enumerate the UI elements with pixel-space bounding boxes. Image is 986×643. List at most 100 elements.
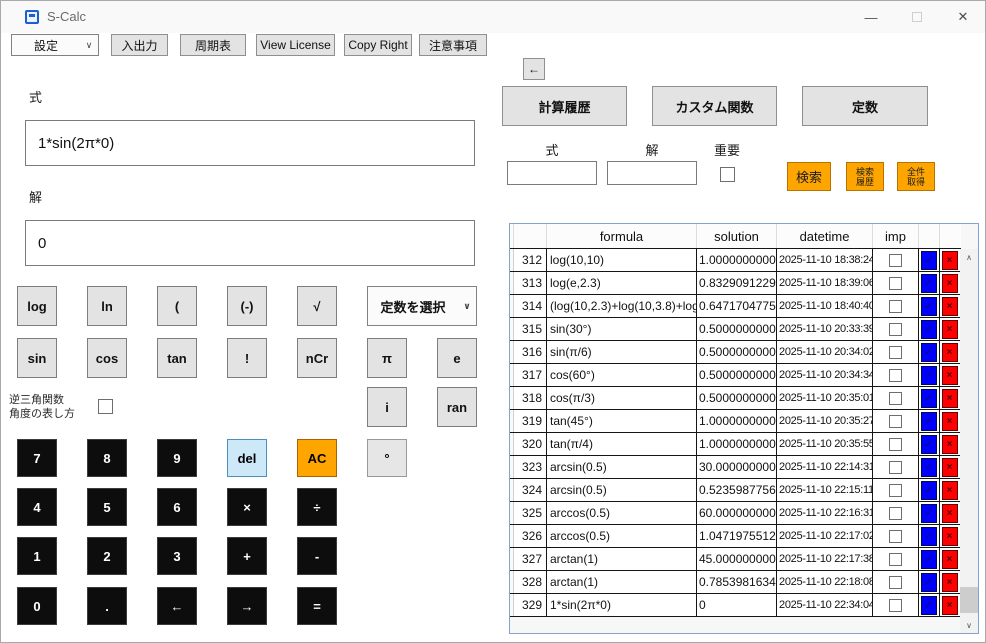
check-button[interactable]: ✓ (921, 250, 937, 270)
table-row[interactable]: 323 arcsin(0.5) 30.0000000000 2025-11-10 22… (510, 456, 961, 479)
table-row[interactable]: 319 tan(45°) 1.0000000000 2025-11-10 20:35:… (510, 410, 961, 433)
key-9[interactable]: 9 (157, 439, 197, 477)
check-button[interactable]: ✓ (921, 273, 937, 293)
ln-button[interactable]: ln (87, 286, 127, 326)
periodic-table-button[interactable]: 周期表 (180, 34, 246, 56)
scroll-down-icon[interactable]: ∨ (966, 620, 972, 630)
delete-button[interactable]: × (941, 319, 958, 339)
sqrt-button[interactable]: √ (297, 286, 337, 326)
io-button[interactable]: 入出力 (111, 34, 168, 56)
key-7[interactable]: 7 (17, 439, 57, 477)
imp-checkbox[interactable] (889, 575, 902, 589)
decimal-key[interactable]: . (87, 587, 127, 625)
minus-key[interactable]: - (297, 537, 337, 575)
key-5[interactable]: 5 (87, 488, 127, 526)
inverse-trig-checkbox[interactable] (98, 399, 113, 414)
imp-checkbox[interactable] (889, 368, 902, 382)
check-button[interactable]: ✓ (921, 365, 937, 385)
imp-checkbox[interactable] (889, 345, 902, 359)
key-3[interactable]: 3 (157, 537, 197, 575)
collapse-button[interactable]: ← (523, 58, 545, 80)
key-1[interactable]: 1 (17, 537, 57, 575)
check-button[interactable]: ✓ (921, 388, 937, 408)
delete-button[interactable]: × (941, 503, 958, 523)
search-history-button[interactable]: 検索 履歴 (846, 162, 884, 191)
check-button[interactable]: ✓ (921, 526, 937, 546)
check-button[interactable]: ✓ (921, 296, 937, 316)
imaginary-button[interactable]: i (367, 387, 407, 427)
important-checkbox[interactable] (720, 167, 735, 182)
delete-button[interactable]: × (941, 296, 958, 316)
check-button[interactable]: ✓ (921, 342, 937, 362)
custom-function-button[interactable]: カスタム関数 (652, 86, 777, 126)
check-button[interactable]: ✓ (921, 480, 937, 500)
table-row[interactable]: 320 tan(π/4) 1.0000000000 2025-11-10 20:35:… (510, 433, 961, 456)
view-license-button[interactable]: View License (256, 34, 335, 56)
table-row[interactable]: 313 log(e,2.3) 0.8329091229 2025-11-10 18:3… (510, 272, 961, 295)
table-row[interactable]: 328 arctan(1) 0.7853981634 2025-11-10 22:18… (510, 571, 961, 594)
maximize-button[interactable] (894, 1, 940, 33)
all-clear-key[interactable]: AC (297, 439, 337, 477)
calc-history-button[interactable]: 計算履歴 (502, 86, 627, 126)
imp-checkbox[interactable] (889, 598, 902, 612)
imp-checkbox[interactable] (889, 437, 902, 451)
cursor-left-key[interactable]: ← (157, 587, 197, 625)
imp-checkbox[interactable] (889, 483, 902, 497)
table-row[interactable]: 325 arccos(0.5) 60.0000000000 2025-11-10 22… (510, 502, 961, 525)
table-row[interactable]: 327 arctan(1) 45.0000000000 2025-11-10 22:1… (510, 548, 961, 571)
imp-checkbox[interactable] (889, 299, 902, 313)
minimize-button[interactable]: — (848, 1, 894, 33)
search-solution-input[interactable] (607, 161, 697, 185)
negate-button[interactable]: (-) (227, 286, 267, 326)
solution-input[interactable] (25, 220, 475, 266)
e-button[interactable]: e (437, 338, 477, 378)
imp-checkbox[interactable] (889, 460, 902, 474)
table-row[interactable]: 318 cos(π/3) 0.5000000000 2025-11-10 20:35:… (510, 387, 961, 410)
imp-checkbox[interactable] (889, 253, 902, 267)
formula-input[interactable] (25, 120, 475, 166)
pi-button[interactable]: π (367, 338, 407, 378)
divide-key[interactable]: ÷ (297, 488, 337, 526)
delete-button[interactable]: × (941, 480, 958, 500)
check-button[interactable]: ✓ (921, 572, 937, 592)
imp-checkbox[interactable] (889, 529, 902, 543)
table-row[interactable]: 324 arcsin(0.5) 0.5235987756 2025-11-10 22:… (510, 479, 961, 502)
constant-select-dropdown[interactable]: 定数を選択 ∨ (367, 286, 477, 326)
check-button[interactable]: ✓ (921, 457, 937, 477)
delete-key[interactable]: del (227, 439, 267, 477)
header-formula[interactable]: formula (547, 224, 697, 248)
check-button[interactable]: ✓ (921, 434, 937, 454)
delete-button[interactable]: × (941, 572, 958, 592)
check-button[interactable]: ✓ (921, 549, 937, 569)
factorial-button[interactable]: ! (227, 338, 267, 378)
table-row[interactable]: 326 arccos(0.5) 1.0471975512 2025-11-10 22:… (510, 525, 961, 548)
table-row[interactable]: 316 sin(π/6) 0.5000000000 2025-11-10 20:34:… (510, 341, 961, 364)
header-datetime[interactable]: datetime (777, 224, 873, 248)
multiply-key[interactable]: × (227, 488, 267, 526)
key-8[interactable]: 8 (87, 439, 127, 477)
search-formula-input[interactable] (507, 161, 597, 185)
tan-button[interactable]: tan (157, 338, 197, 378)
key-2[interactable]: 2 (87, 537, 127, 575)
cos-button[interactable]: cos (87, 338, 127, 378)
key-0[interactable]: 0 (17, 587, 57, 625)
imp-checkbox[interactable] (889, 276, 902, 290)
delete-button[interactable]: × (941, 342, 958, 362)
imp-checkbox[interactable] (889, 506, 902, 520)
close-button[interactable]: ✕ (940, 1, 985, 33)
imp-checkbox[interactable] (889, 552, 902, 566)
delete-button[interactable]: × (941, 365, 958, 385)
copyright-button[interactable]: Copy Right (344, 34, 412, 56)
delete-button[interactable]: × (941, 434, 958, 454)
delete-button[interactable]: × (941, 457, 958, 477)
notes-button[interactable]: 注意事項 (419, 34, 487, 56)
header-solution[interactable]: solution (697, 224, 777, 248)
fetch-all-button[interactable]: 全件 取得 (897, 162, 935, 191)
delete-button[interactable]: × (941, 388, 958, 408)
settings-dropdown[interactable]: 設定 ∨ (11, 34, 99, 56)
open-paren-button[interactable]: ( (157, 286, 197, 326)
delete-button[interactable]: × (941, 273, 958, 293)
check-button[interactable]: ✓ (921, 503, 937, 523)
check-button[interactable]: ✓ (921, 595, 937, 615)
table-row[interactable]: 317 cos(60°) 0.5000000000 2025-11-10 20:34:… (510, 364, 961, 387)
